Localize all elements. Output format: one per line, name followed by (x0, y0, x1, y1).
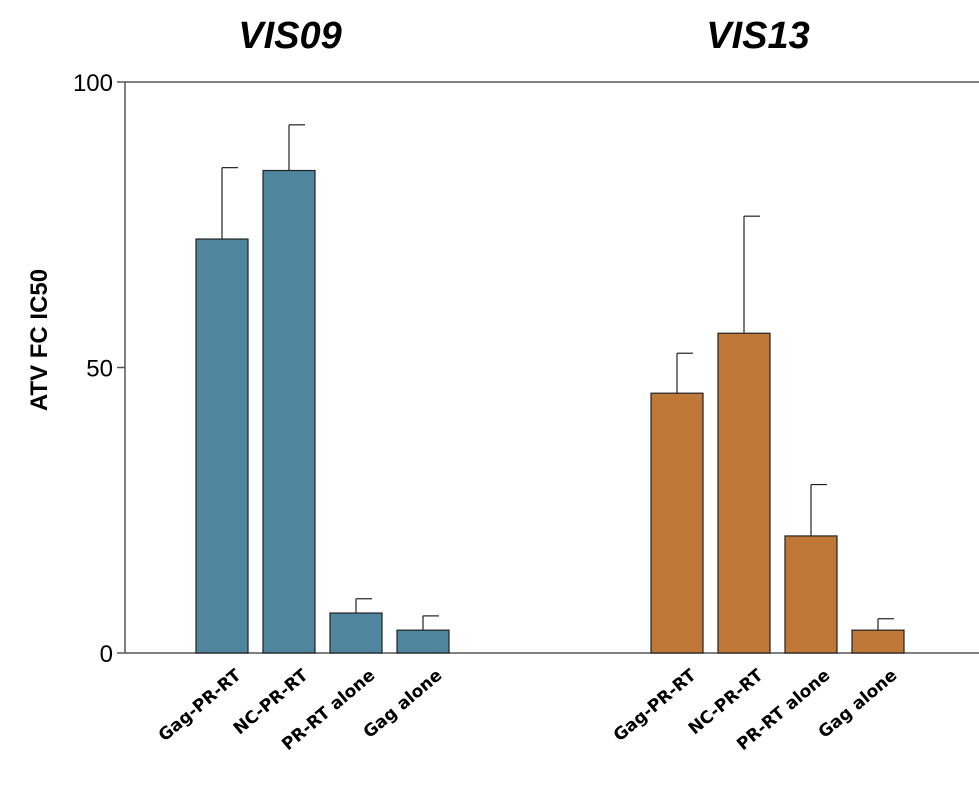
bar (717, 332, 771, 654)
category-label: Gag-PR-RT (155, 665, 246, 746)
bar (784, 535, 838, 654)
y-tick-label: 100 (73, 70, 113, 97)
bars (195, 169, 905, 654)
y-tick-label: 50 (86, 356, 113, 383)
y-tick-label: 0 (100, 641, 113, 668)
group-title-vis09: VIS09 (238, 15, 342, 57)
bar (262, 169, 316, 654)
bar (195, 238, 249, 654)
bar (650, 392, 704, 654)
error-bars (221, 124, 894, 631)
y-axis-title: ATV FC IC50 (26, 269, 53, 411)
bar (851, 629, 905, 654)
group-title-vis13: VIS13 (706, 15, 810, 57)
bar (329, 612, 383, 654)
bar (396, 629, 450, 654)
category-label: Gag-PR-RT (610, 665, 701, 746)
